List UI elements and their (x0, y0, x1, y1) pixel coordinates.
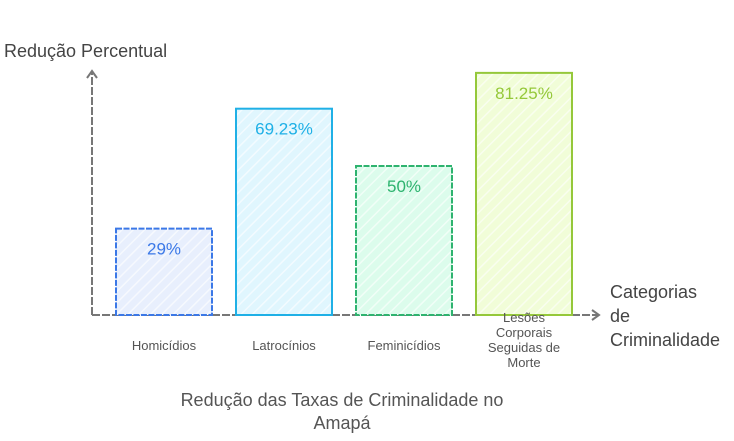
bar (115, 227, 213, 316)
chart-title: Redução das Taxas de Criminalidade no (181, 390, 504, 410)
chart-title: Amapá (313, 413, 371, 433)
x-tick-label: Latrocínios (252, 338, 316, 353)
x-tick-label: Lesões (503, 310, 545, 325)
x-axis-label: Criminalidade (610, 330, 720, 350)
x-tick-label: Feminicídios (368, 338, 441, 353)
data-label: 29% (147, 240, 181, 259)
data-label: 69.23% (255, 120, 313, 139)
x-tick-label: Seguidas de (488, 340, 560, 355)
x-tick-label: Homicídios (132, 338, 197, 353)
x-axis-arrow-icon (591, 309, 601, 321)
x-tick-label: Corporais (496, 325, 553, 340)
y-axis-label: Redução Percentual (4, 41, 167, 61)
bar (355, 165, 453, 316)
y-axis-arrow-icon (86, 69, 98, 79)
data-label: 81.25% (495, 84, 553, 103)
x-axis-label: Categorias (610, 282, 697, 302)
x-axis-label: de (610, 306, 630, 326)
data-label: 50% (387, 177, 421, 196)
bar (235, 107, 333, 317)
x-tick-label: Morte (507, 355, 540, 370)
bar (475, 71, 573, 316)
